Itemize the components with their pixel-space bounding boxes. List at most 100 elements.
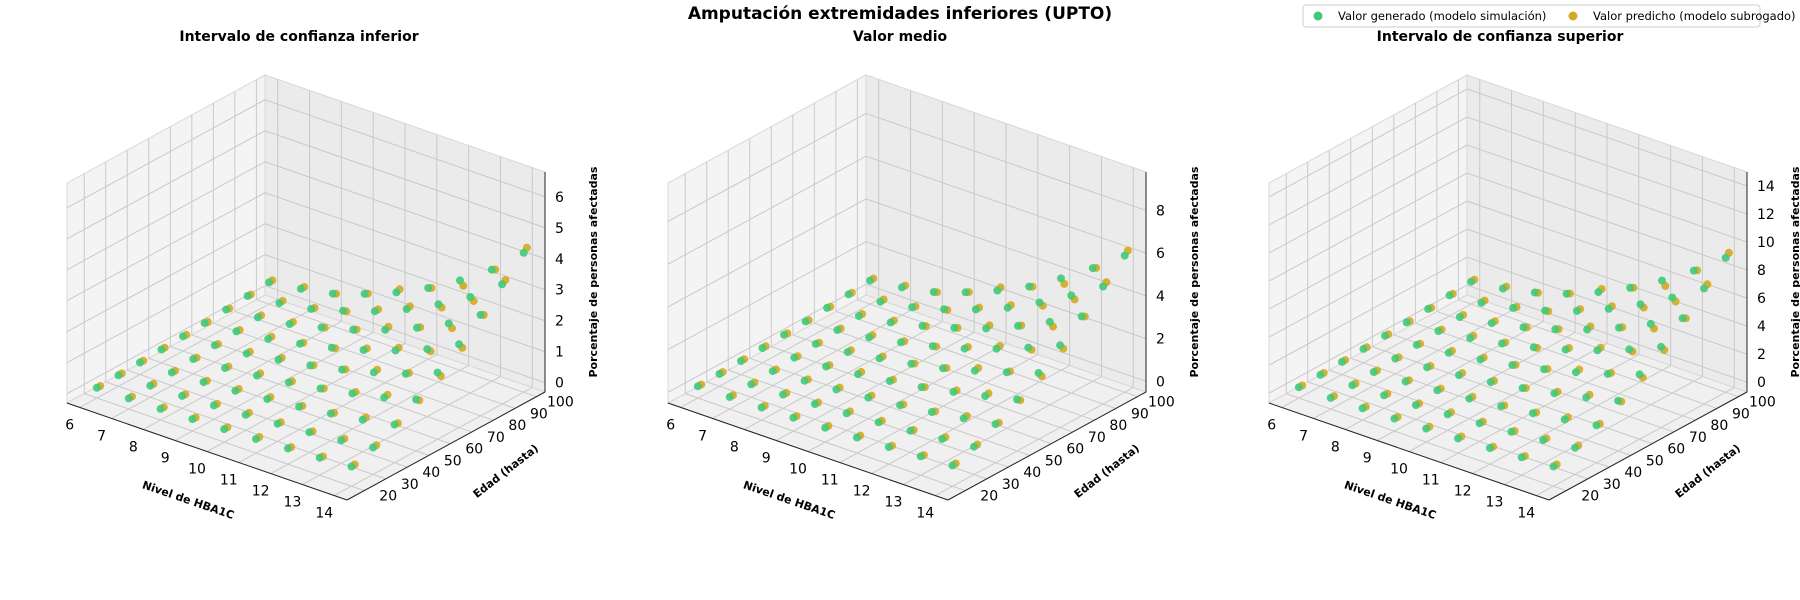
gridline [174,332,374,441]
z-tick-label: 14 [1757,179,1775,195]
gridline [334,387,533,497]
x-tick-label: 11 [1422,473,1440,489]
panel-title: Intervalo de confianza superior [1377,29,1624,45]
point-generated [1369,368,1378,376]
z-tick-label: 4 [1156,289,1165,305]
gridline [706,381,987,480]
point-generated [1636,300,1645,309]
point-generated [1466,334,1475,342]
point-generated [252,434,260,443]
point-generated [1487,319,1496,328]
point-generated [1454,434,1462,443]
point-generated [1120,251,1129,260]
point-generated [971,305,980,314]
point-generated [220,425,229,434]
point-generated [939,364,948,373]
point-generated [1518,384,1527,393]
point-generated [950,323,959,332]
gridline [66,192,266,302]
point-generated [358,415,367,424]
gridline [1313,309,1512,419]
point-generated [1615,323,1623,332]
point-generated [338,365,347,374]
x-tick-label: 12 [252,484,270,500]
gridline [814,322,1095,421]
gridline [685,393,966,492]
gridline [66,254,266,364]
point-generated [306,361,315,370]
z-axis-label: Porcentaje de personas afectadas [1789,166,1800,377]
point-generated [1519,323,1528,332]
point-generated [982,324,991,333]
point-generated [1540,365,1549,374]
gridline [79,298,278,408]
gridline [1466,284,1748,383]
y-tick-label: 100 [1749,395,1776,411]
point-generated [1057,274,1065,283]
point-generated [434,300,443,309]
point-generated [1646,319,1655,328]
point-generated [326,409,335,418]
point-generated [369,443,377,452]
point-generated [876,297,885,306]
gridline [871,365,1070,474]
point-generated [273,419,282,428]
point-generated [811,339,820,348]
x-tick-label: 11 [821,473,839,489]
scatter-points [92,243,531,471]
gridline [66,161,266,271]
point-generated [315,453,324,462]
gridline [1268,200,1468,310]
gridline [1268,116,1468,226]
point-generated [844,290,853,299]
x-tick-label: 8 [730,439,739,455]
point-generated [897,338,905,347]
z-tick-label: 4 [1757,319,1766,335]
point-generated [1541,306,1550,315]
point-generated [1412,340,1421,349]
point-generated [928,342,937,351]
point-generated [199,378,208,387]
point-generated [918,321,927,330]
point-generated [1571,443,1579,452]
point-generated [822,362,831,371]
point-generated [854,311,863,320]
point-generated [1390,414,1399,423]
y-tick-label: 50 [1045,453,1063,469]
point-generated [1067,291,1076,300]
point-generated [961,288,970,297]
point-generated [455,340,464,349]
point-generated [833,326,842,334]
point-generated [1689,266,1698,275]
gridline [1436,310,1718,409]
point-generated [1498,284,1507,293]
gridline [66,285,266,395]
point-generated [823,303,832,312]
point-generated [801,317,810,326]
point-generated [725,393,734,401]
point-generated [1455,371,1463,380]
point-generated [114,371,123,380]
point-generated [339,306,348,315]
point-generated [476,310,485,319]
z-tick-label: 8 [1156,203,1165,219]
point-generated [917,383,926,392]
point-generated [885,377,894,385]
point-generated [1477,298,1486,307]
point-generated [1497,402,1506,411]
y-axis-line [346,391,546,501]
point-generated [1455,313,1464,321]
point-generated [210,341,219,350]
point-generated [433,368,442,377]
point-generated [1035,298,1044,307]
gridline [264,223,546,322]
gridline [835,310,1117,409]
gridline [270,365,469,474]
gridline [206,343,406,452]
gridline [170,346,451,445]
axis-lines [667,172,1147,501]
point-generated [188,415,197,424]
point-generated [179,332,187,341]
